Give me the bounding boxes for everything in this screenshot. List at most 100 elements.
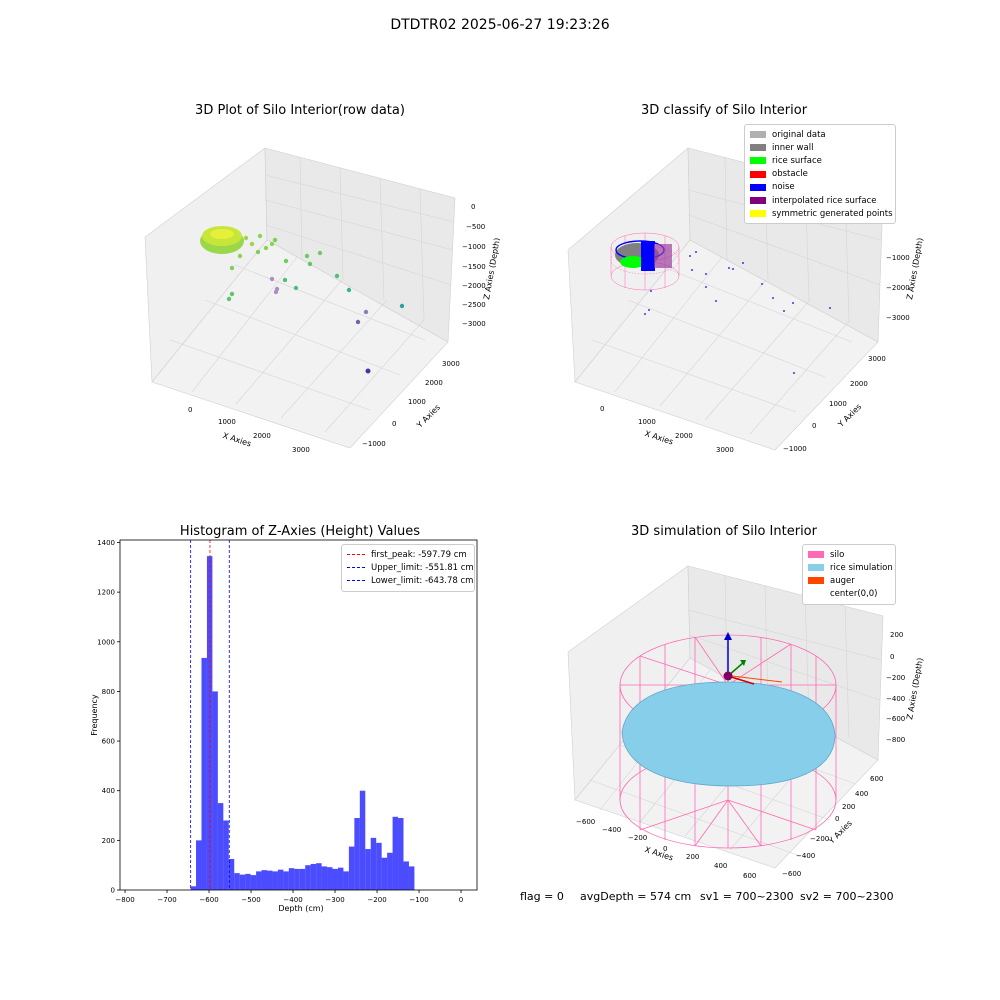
hist-bar-9 bbox=[239, 874, 246, 890]
sim-y-tick-0: −600 bbox=[782, 870, 801, 878]
hist-x-tick-8: 0 bbox=[459, 896, 463, 904]
legend-item-symmetric-generated-points: symmetric generated points bbox=[750, 207, 893, 220]
legend-swatch bbox=[808, 577, 824, 585]
raw-y-tick-4: 3000 bbox=[442, 360, 460, 368]
legend-label: obstacle bbox=[772, 169, 808, 180]
classify-noise-points bbox=[644, 251, 831, 374]
raw-z-tick-6: −3000 bbox=[462, 320, 486, 328]
hist-bar-30 bbox=[354, 818, 360, 890]
legend-item-obstacle: obstacle bbox=[750, 168, 890, 181]
legend-item-original-data: original data bbox=[750, 128, 890, 141]
hist-y-tick-6: 1200 bbox=[97, 589, 115, 597]
legend-swatch bbox=[750, 183, 766, 191]
sim-z-tick-0: 200 bbox=[890, 631, 903, 639]
classify-z-tick-0: −1000 bbox=[886, 254, 910, 262]
classify-legend: original data inner wall rice surface ob… bbox=[744, 124, 896, 225]
classify-x-tick-2: 2000 bbox=[675, 432, 693, 440]
raw-x-label: X Axies bbox=[221, 431, 252, 449]
hist-bar-10 bbox=[245, 873, 251, 890]
classify-rice-surface bbox=[620, 256, 646, 268]
hist-x-tick-6: −200 bbox=[367, 896, 386, 904]
classify-noise-cluster bbox=[641, 241, 655, 271]
hist-x-label: Depth (cm) bbox=[278, 904, 323, 913]
raw-y-label: Y Axies bbox=[414, 403, 442, 431]
hist-bar-34 bbox=[376, 842, 382, 890]
hist-vlines bbox=[190, 540, 230, 890]
raw-point-cluster-core bbox=[210, 229, 234, 239]
sim-x-tick-2: −200 bbox=[628, 834, 647, 842]
legend-label: symmetric generated points bbox=[772, 208, 893, 219]
sim-z-label: Z Axies (Depth) bbox=[905, 657, 925, 720]
sim-x-label: X Axies bbox=[643, 845, 674, 863]
hist-bar-29 bbox=[348, 846, 355, 890]
legend-label: noise bbox=[772, 182, 795, 193]
classify-x-tick-0: 0 bbox=[600, 405, 604, 413]
sim-y-tick-2: −200 bbox=[810, 835, 829, 843]
classify-plot-title: 3D classify of Silo Interior bbox=[640, 103, 808, 118]
histogram-plot: −800 −700 −600 −500 −400 −300 −200 −100 0 0 200 40… bbox=[90, 539, 478, 913]
classify-y-tick-0: −1000 bbox=[783, 445, 807, 453]
raw-y-tick-0: −1000 bbox=[362, 440, 386, 448]
hist-y-tick-2: 400 bbox=[102, 787, 115, 795]
sim-legend: silo rice simulation auger center(0,0) bbox=[802, 544, 896, 605]
sim-auger bbox=[723, 632, 783, 685]
raw-x-tick-1: 1000 bbox=[218, 418, 236, 426]
raw-x-tick-3: 3000 bbox=[292, 446, 310, 454]
sim-center-marker bbox=[723, 671, 733, 681]
legend-line bbox=[347, 567, 365, 569]
legend-item-inner-wall: inner wall bbox=[750, 141, 890, 154]
hist-bar-19 bbox=[294, 868, 300, 890]
sim-z-tick-2: −200 bbox=[886, 674, 905, 682]
sim-3d-plot: −600 −400 −200 0 200 400 600 X Axies −60… bbox=[567, 565, 925, 880]
raw-grid bbox=[169, 156, 455, 433]
legend-item-noise: noise bbox=[750, 181, 890, 194]
hist-bar-11 bbox=[250, 875, 257, 890]
legend-label: Upper_limit: -551.81 cm bbox=[371, 562, 474, 573]
legend-item-rice-simulation: rice simulation bbox=[808, 561, 893, 574]
hist-bar-24 bbox=[321, 866, 328, 890]
sim-y-tick-5: 400 bbox=[855, 790, 868, 798]
sim-x-tick-3: 0 bbox=[663, 845, 667, 853]
legend-label: silo bbox=[830, 549, 845, 560]
raw-3d-plot: 0 1000 2000 3000 X Axies −1000 0 1000 20… bbox=[144, 147, 500, 454]
sv1-text: sv1 = 700~2300 bbox=[700, 890, 794, 903]
raw-z-tick-5: −2500 bbox=[462, 301, 486, 309]
hist-y-label: Frequency bbox=[90, 694, 99, 736]
legend-item-first-peak: first_peak: -597.79 cm bbox=[347, 548, 469, 561]
sim-plot-title: 3D simulation of Silo Interior bbox=[631, 524, 817, 539]
hist-bar-17 bbox=[283, 871, 289, 890]
sim-z-tick-4: −600 bbox=[886, 715, 905, 723]
hist-x-tick-4: −400 bbox=[283, 896, 302, 904]
hist-x-tick-0: −800 bbox=[115, 896, 134, 904]
classify-z-tick-2: −3000 bbox=[886, 314, 910, 322]
hist-bar-6 bbox=[223, 820, 229, 890]
sim-y-tick-3: 0 bbox=[835, 815, 839, 823]
sim-z-tick-3: −400 bbox=[886, 695, 905, 703]
hist-bar-2 bbox=[201, 657, 207, 890]
legend-item-center: center(0,0) bbox=[808, 588, 890, 601]
legend-label: rice simulation bbox=[830, 562, 893, 573]
hist-bar-32 bbox=[365, 849, 371, 890]
classify-interpolated-surface bbox=[654, 244, 672, 268]
raw-z-tick-4: −2000 bbox=[462, 282, 486, 290]
legend-label: original data bbox=[772, 129, 826, 140]
legend-item-silo: silo bbox=[808, 548, 890, 561]
hist-bar-8 bbox=[234, 873, 240, 890]
sim-y-tick-6: 600 bbox=[870, 775, 883, 783]
hist-x-tick-7: −100 bbox=[409, 896, 428, 904]
hist-bar-16 bbox=[277, 869, 284, 890]
legend-swatch bbox=[750, 131, 766, 139]
raw-x-tick-2: 2000 bbox=[253, 432, 271, 440]
hist-bar-4 bbox=[212, 691, 218, 890]
hist-bar-18 bbox=[288, 868, 295, 890]
classify-y-tick-3: 2000 bbox=[850, 380, 868, 388]
hist-plot-title: Histogram of Z-Axies (Height) Values bbox=[179, 524, 421, 539]
hist-bar-14 bbox=[267, 870, 273, 890]
hist-y-tick-4: 800 bbox=[102, 688, 115, 696]
legend-label: interpolated rice surface bbox=[772, 195, 877, 206]
hist-x-tick-2: −600 bbox=[199, 896, 218, 904]
sim-rice-surface bbox=[621, 681, 836, 787]
sim-y-tick-1: −400 bbox=[796, 852, 815, 860]
hist-bar-23 bbox=[316, 863, 322, 890]
legend-swatch bbox=[808, 551, 824, 559]
